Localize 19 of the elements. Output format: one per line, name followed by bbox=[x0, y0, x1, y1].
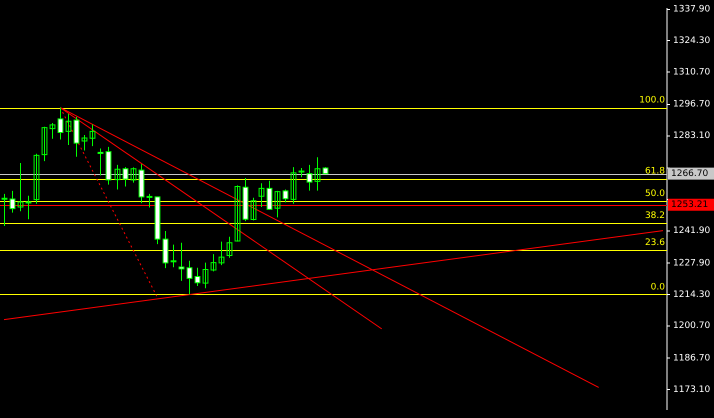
y-tick-label: 1296.70 bbox=[673, 100, 710, 110]
y-tick-label: 1214.30 bbox=[673, 290, 710, 300]
y-tick-label: 1283.10 bbox=[673, 131, 710, 142]
y-tick-label: 1324.30 bbox=[673, 36, 710, 46]
annotation: 38.2 bbox=[644, 211, 665, 222]
ref-line-label: 1266.70 bbox=[671, 168, 708, 179]
annotation: 61.8 bbox=[644, 166, 666, 177]
annotation: 50.0 bbox=[644, 188, 666, 199]
y-tick-label: 1241.90 bbox=[673, 226, 710, 236]
annotation: 23.6 bbox=[644, 238, 666, 248]
annotation: 0.0 bbox=[650, 282, 666, 292]
y-tick-label: 1200.70 bbox=[673, 321, 710, 332]
y-tick-label: 1337.90 bbox=[673, 4, 710, 15]
y-tick-label: 1173.10 bbox=[673, 384, 710, 395]
y-tick-label: 1186.70 bbox=[673, 353, 710, 364]
annotation: 100.0 bbox=[639, 95, 666, 106]
y-tick-label: 1310.70 bbox=[673, 67, 710, 78]
ref-line-label: 1253.21 bbox=[671, 200, 708, 210]
y-tick-label: 1227.90 bbox=[673, 258, 710, 268]
